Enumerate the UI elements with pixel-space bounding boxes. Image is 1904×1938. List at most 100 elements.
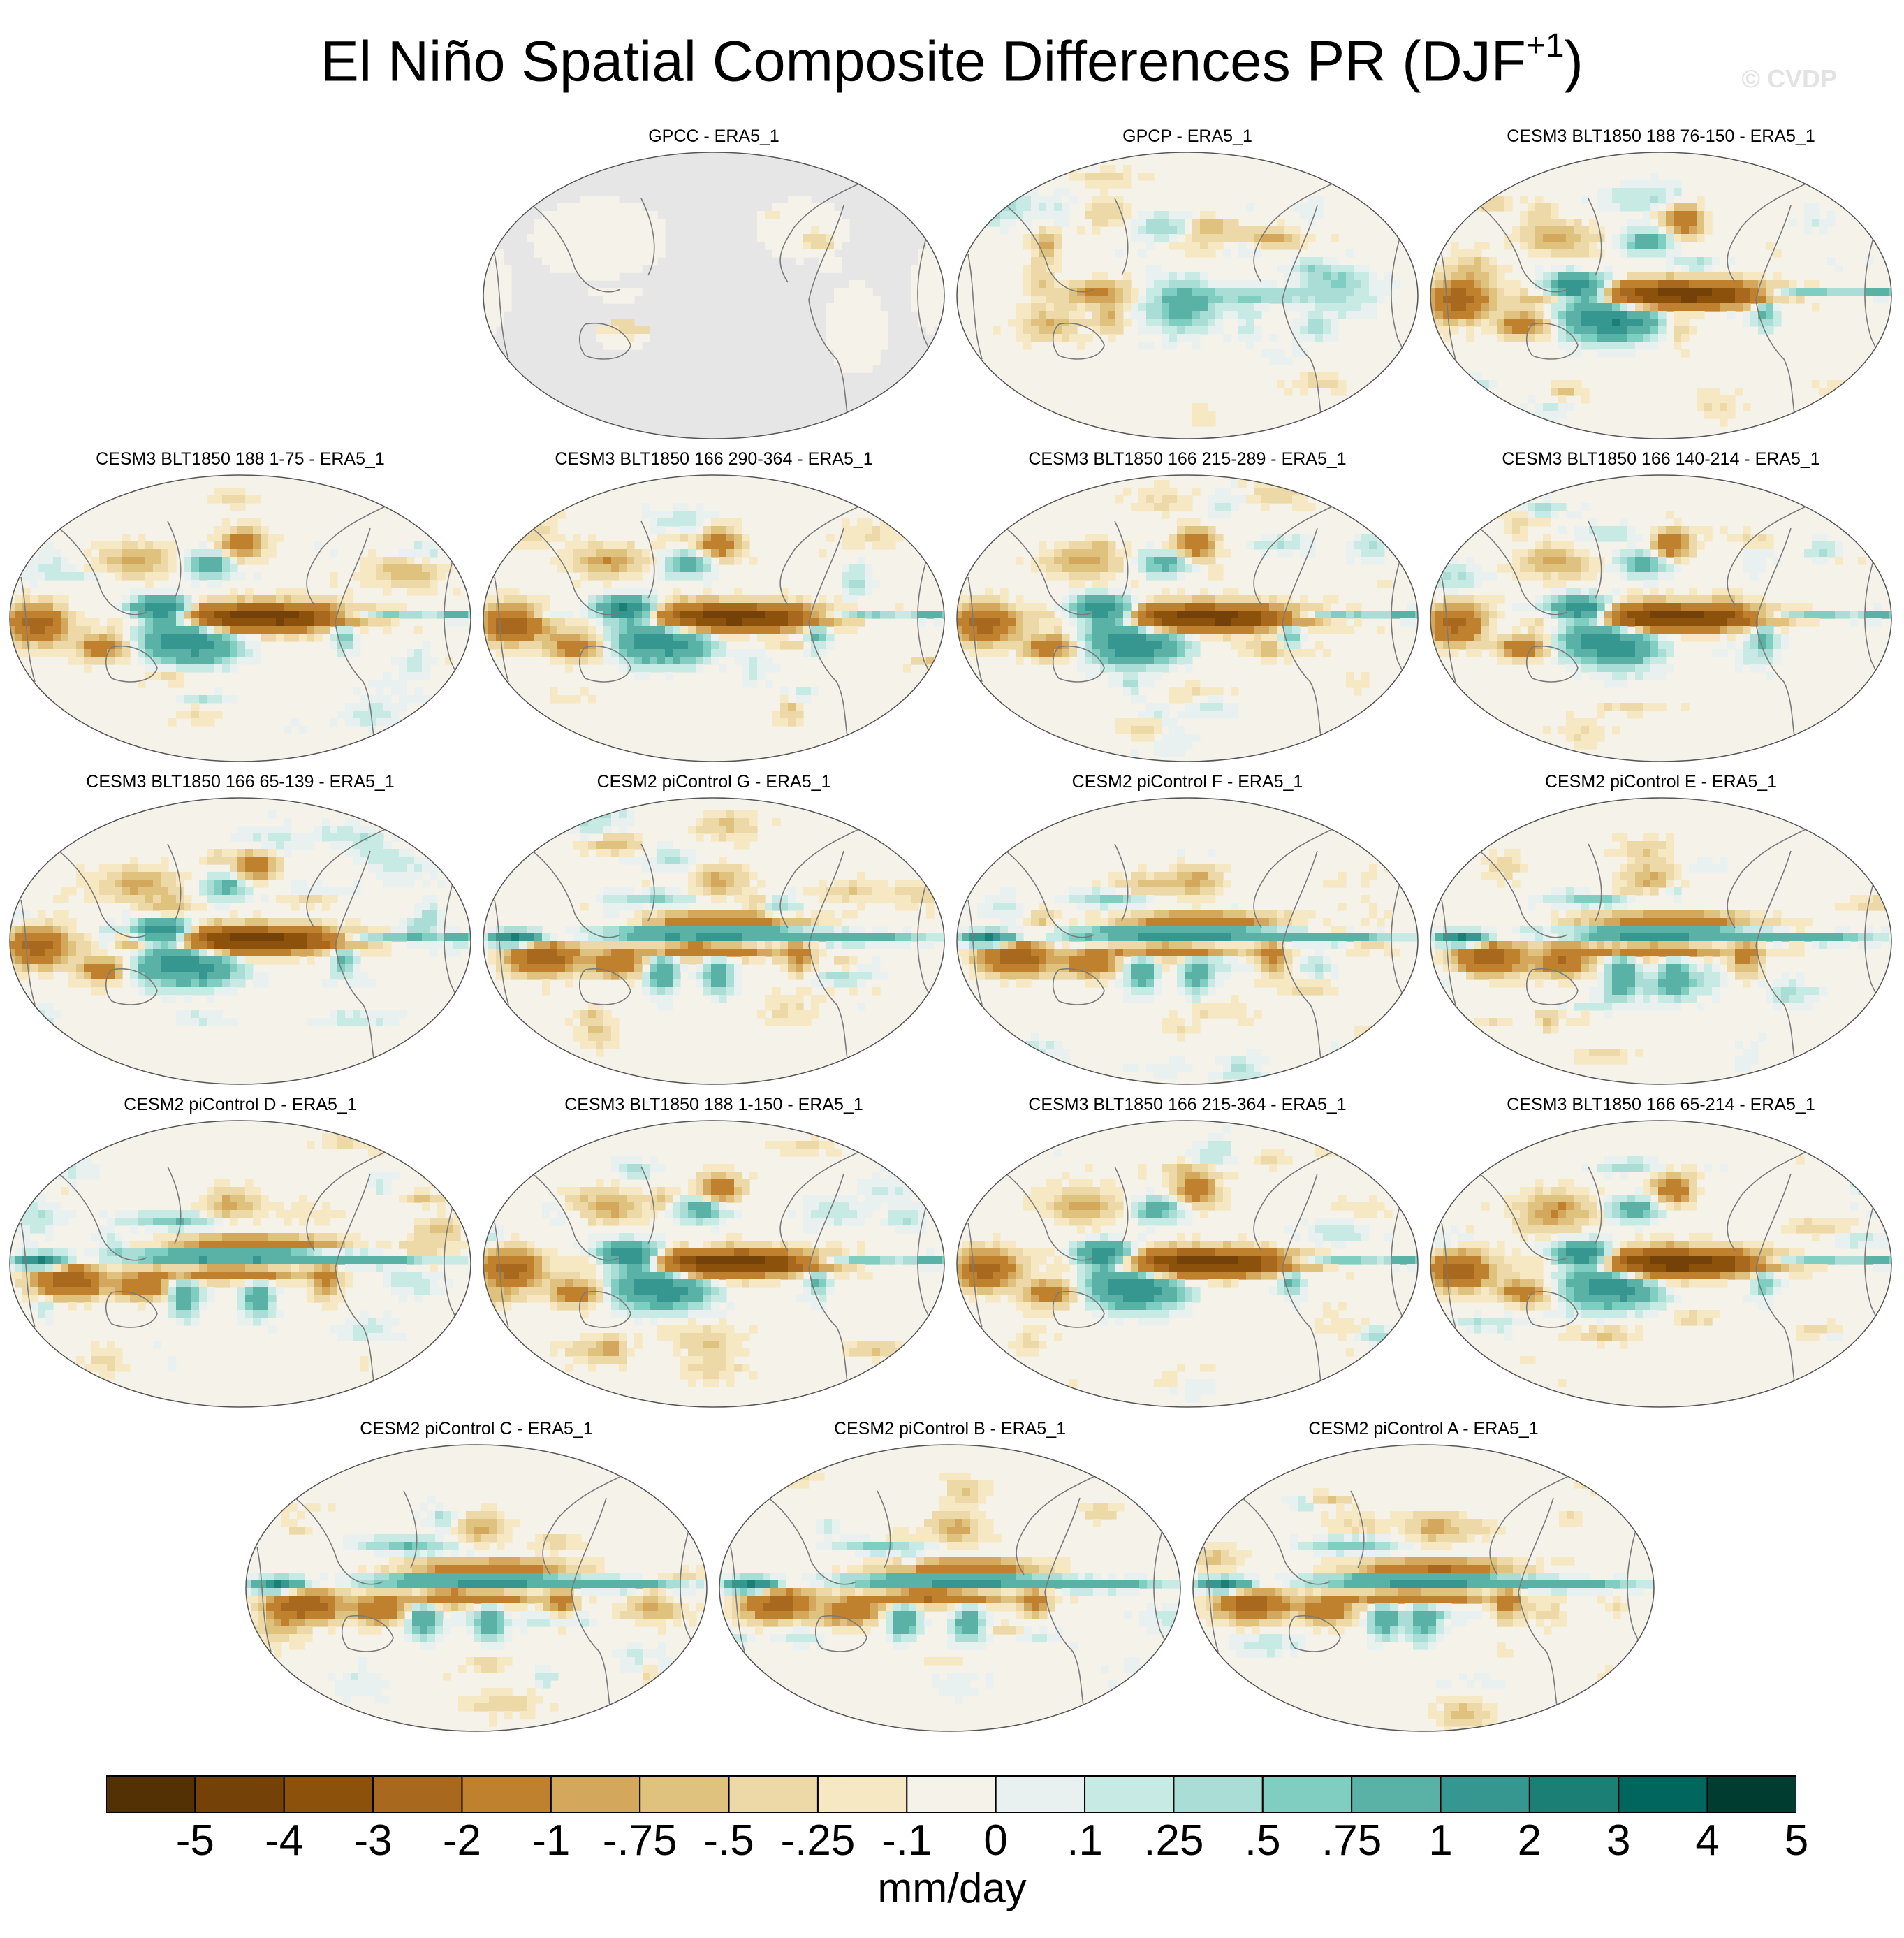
grid-cell [1727,534,1736,542]
grid-cell [91,872,100,880]
panel-title: CESM3 BLT1850 166 140-214 - ERA5_1 [1502,449,1820,469]
grid-cell [1558,657,1567,665]
grid-cell [726,518,735,527]
grid-cell [1054,226,1062,235]
grid-cell [1185,526,1193,534]
grid-cell [1039,549,1047,558]
grid-cell [1451,280,1459,289]
grid-cell [1008,641,1016,650]
grid-cell [1566,403,1574,411]
grid-cell [842,365,850,373]
grid-cell [1574,288,1582,296]
grid-cell [261,833,269,842]
grid-cell [1223,488,1231,496]
grid-cell [488,265,497,273]
grid-cell [1430,288,1436,296]
grid-cell [1758,326,1766,335]
grid-cell [1643,280,1651,289]
grid-cell [1185,303,1193,312]
grid-cell [76,618,85,627]
grid-cell [1466,634,1474,642]
grid-cell [276,626,284,634]
grid-cell [1162,511,1170,519]
grid-cell [1766,641,1774,650]
grid-cell [1697,618,1705,627]
grid-cell [1023,334,1032,342]
grid-cell [1635,664,1643,673]
grid-cell [422,641,430,650]
grid-cell [1192,680,1201,688]
grid-cell [161,611,169,619]
grid-cell [1666,288,1674,296]
grid-cell [1085,211,1093,219]
grid-cell [1520,649,1528,657]
grid-cell [391,603,400,611]
grid-cell [276,895,284,903]
grid-cell [1827,288,1836,296]
grid-cell [1466,626,1474,634]
grid-cell [1085,626,1093,634]
grid-cell [199,903,207,911]
grid-cell [1377,580,1385,588]
grid-cell [1458,272,1467,281]
grid-cell [1077,342,1085,350]
grid-cell [550,641,558,650]
grid-cell [1031,280,1039,289]
grid-cell [1650,334,1659,342]
grid-cell [565,649,573,657]
grid-cell [534,603,543,611]
grid-cell [1261,641,1270,650]
grid-cell [1597,626,1605,634]
grid-cell [1085,595,1093,604]
grid-cell [1208,695,1216,704]
grid-cell [1458,595,1467,604]
grid-cell [1581,196,1590,204]
grid-cell [1000,626,1009,634]
grid-cell [253,495,261,504]
grid-cell [1566,326,1574,335]
grid-cell [168,549,177,558]
coastline [578,323,631,360]
grid-cell [1566,649,1574,657]
grid-cell [1092,580,1101,588]
grid-cell [1046,319,1055,327]
grid-cell [1215,311,1224,319]
grid-cell [1581,303,1590,312]
grid-cell [588,272,596,281]
grid-cell [757,603,766,611]
grid-cell [603,257,612,265]
grid-cell [788,711,796,719]
grid-cell [245,618,254,627]
grid-cell [1131,649,1139,657]
grid-cell [138,634,146,642]
grid-cell [1528,219,1536,227]
grid-cell [688,626,696,634]
map-panel: CESM3 BLT1850 188 1-75 - ERA5_1 [7,449,474,764]
grid-cell [1458,265,1467,273]
grid-cell [1269,288,1277,296]
grid-cell [407,649,415,657]
grid-cell [880,526,888,534]
grid-cell [168,657,177,665]
grid-cell [199,641,207,650]
grid-cell [99,895,108,903]
grid-cell [673,626,681,634]
grid-cell [504,303,512,312]
grid-cell [99,557,108,565]
grid-cell [1697,634,1705,642]
grid-cell [161,864,169,873]
grid-cell [1115,726,1124,734]
grid-cell [642,511,650,519]
grid-cell [788,603,796,611]
grid-cell [1154,618,1162,627]
grid-cell [1481,380,1490,388]
grid-cell [1796,618,1805,627]
grid-cell [230,526,238,534]
grid-cell [1238,296,1247,304]
grid-cell [1574,511,1582,519]
grid-cell [780,603,789,611]
grid-cell [657,572,666,581]
grid-cell [1031,326,1039,335]
grid-cell [230,664,238,673]
grid-cell [230,603,238,611]
